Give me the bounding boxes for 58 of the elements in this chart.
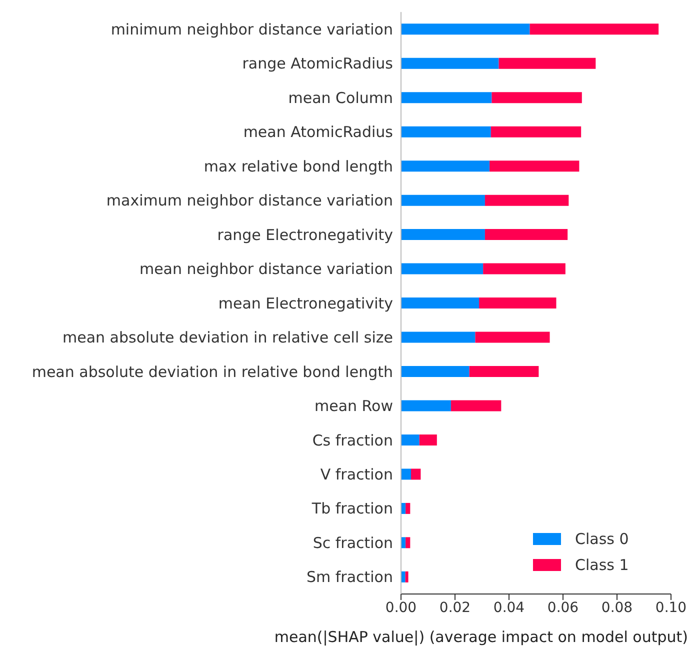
bar bbox=[401, 434, 420, 446]
y-tick-label: Cs fraction bbox=[312, 431, 393, 450]
bar bbox=[469, 366, 539, 377]
y-tick-label: range Electronegativity bbox=[217, 226, 394, 244]
legend-label: Class 0 bbox=[575, 530, 629, 548]
bar bbox=[401, 298, 480, 309]
y-tick-label: max relative bond length bbox=[204, 157, 393, 176]
bar bbox=[484, 194, 569, 206]
bar bbox=[401, 400, 451, 412]
y-tick-label: mean Column bbox=[288, 88, 393, 107]
bar bbox=[492, 92, 582, 104]
bar bbox=[401, 160, 490, 172]
bar bbox=[401, 194, 485, 206]
y-tick-label: Tb fraction bbox=[310, 500, 393, 518]
bar bbox=[401, 366, 470, 377]
y-tick-label: Sm fraction bbox=[306, 568, 393, 586]
bar bbox=[410, 468, 421, 480]
y-tick-label: mean Row bbox=[314, 397, 393, 416]
y-tick-label: range AtomicRadius bbox=[242, 54, 394, 73]
bar bbox=[490, 160, 580, 172]
y-tick-label: mean absolute deviation in relative cell size bbox=[62, 328, 393, 347]
bar bbox=[484, 229, 568, 240]
y-tick-label: V fraction bbox=[320, 466, 393, 484]
x-tick-label: 0.04 bbox=[493, 600, 525, 616]
x-tick-label: 0.08 bbox=[601, 600, 633, 616]
x-tick-label: 0.00 bbox=[385, 600, 417, 616]
bar bbox=[479, 298, 556, 309]
bar bbox=[401, 58, 499, 69]
bar bbox=[475, 332, 550, 343]
y-tick-label: minimum neighbor distance variation bbox=[110, 20, 393, 38]
bar bbox=[483, 263, 566, 274]
x-axis-title: mean(|SHAP value|) (average impact on model output) bbox=[274, 628, 688, 646]
bar bbox=[401, 24, 530, 35]
bar bbox=[498, 58, 596, 69]
bar bbox=[401, 92, 492, 104]
bar bbox=[401, 126, 491, 138]
x-tick-label: 0.02 bbox=[439, 600, 471, 616]
bar bbox=[401, 332, 476, 343]
bar bbox=[405, 571, 408, 582]
bar bbox=[419, 434, 437, 446]
y-tick-label: mean neighbor distance variation bbox=[139, 260, 393, 278]
y-tick-label: mean AtomicRadius bbox=[243, 123, 394, 142]
bar bbox=[401, 229, 485, 240]
x-tick-label: 0.10 bbox=[655, 600, 687, 616]
x-tick-label: 0.06 bbox=[547, 600, 579, 616]
bar bbox=[406, 502, 410, 514]
bar bbox=[401, 263, 484, 274]
legend-label: Class 1 bbox=[575, 556, 629, 574]
bar bbox=[450, 400, 502, 412]
y-tick-label: mean Electronegativity bbox=[218, 294, 394, 312]
y-tick-label: mean absolute deviation in relative bond length bbox=[32, 362, 393, 381]
bar bbox=[406, 537, 410, 548]
bar bbox=[530, 24, 659, 35]
bar bbox=[401, 571, 406, 582]
y-tick-label: Sc fraction bbox=[312, 534, 393, 552]
bar bbox=[490, 126, 582, 138]
y-tick-label: maximum neighbor distance variation bbox=[106, 192, 393, 210]
bar bbox=[401, 468, 411, 480]
